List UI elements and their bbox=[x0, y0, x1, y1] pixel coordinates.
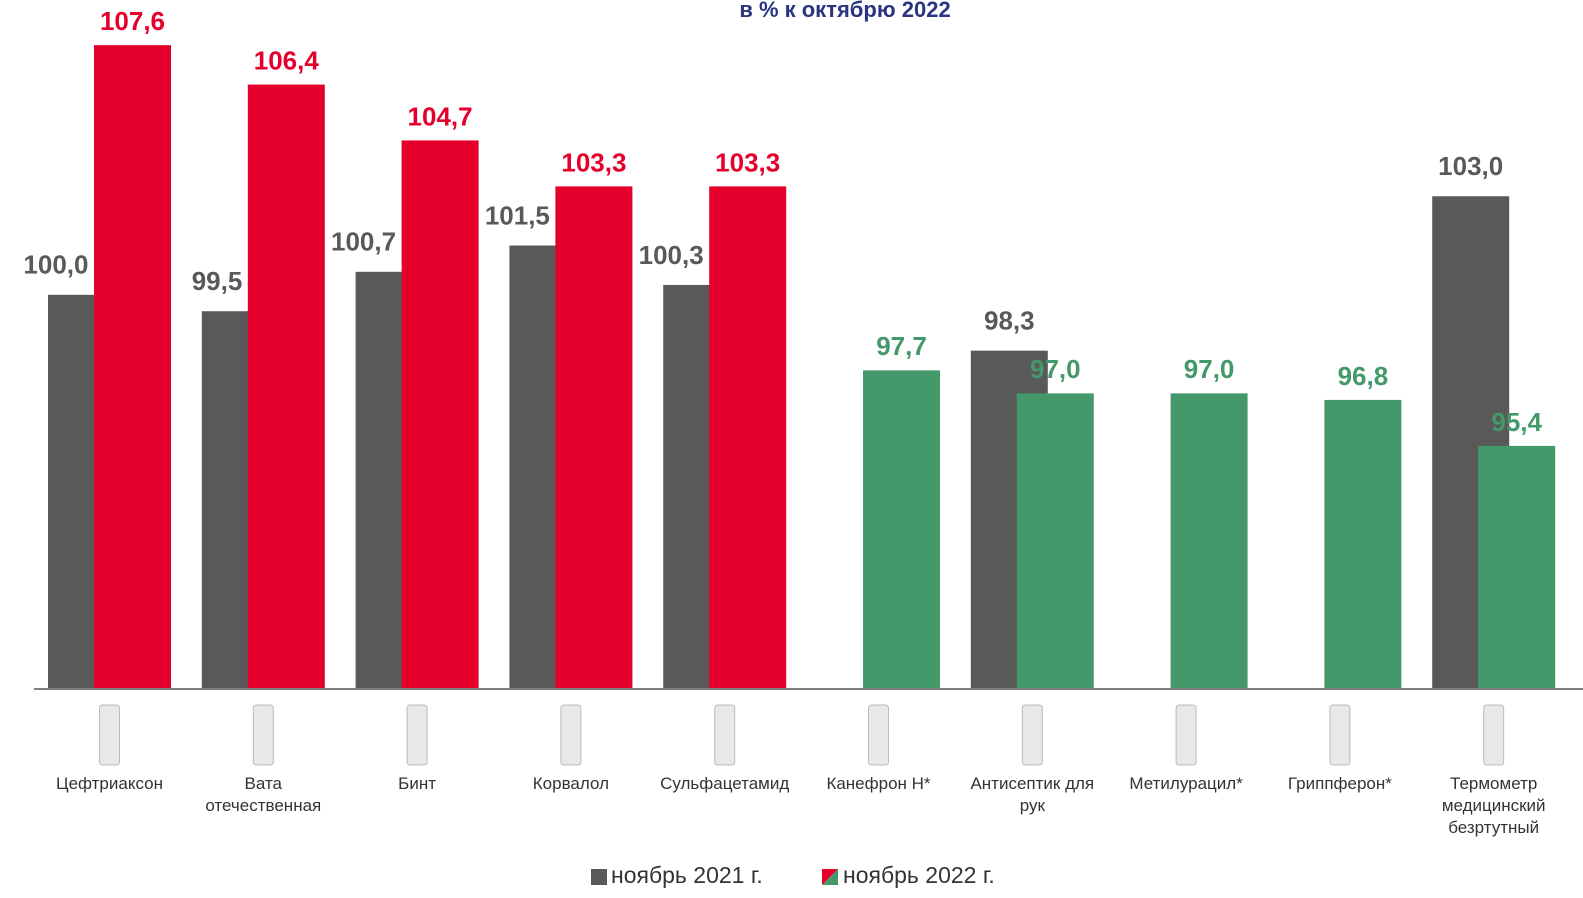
legend-label: ноябрь 2022 г. bbox=[843, 862, 995, 888]
product-icon bbox=[1329, 704, 1351, 766]
data-label: 97,7 bbox=[876, 331, 927, 361]
bar bbox=[555, 186, 633, 689]
product-icon bbox=[560, 704, 582, 766]
product-icon bbox=[1483, 704, 1505, 766]
bar bbox=[863, 370, 940, 689]
x-tick-label: Метилурацил* bbox=[1129, 774, 1243, 793]
data-label: 103,0 bbox=[1438, 151, 1503, 181]
data-label: 97,0 bbox=[1030, 354, 1081, 384]
bar bbox=[94, 45, 171, 689]
bar bbox=[401, 140, 479, 689]
data-label: 106,4 bbox=[254, 45, 320, 75]
bar bbox=[1170, 393, 1248, 689]
product-icon bbox=[714, 704, 736, 766]
bar bbox=[1016, 393, 1094, 689]
legend-label: ноябрь 2021 г. bbox=[611, 862, 763, 888]
product-icon bbox=[252, 704, 274, 766]
bar bbox=[709, 186, 787, 689]
data-label: 96,8 bbox=[1338, 361, 1389, 391]
product-icon bbox=[99, 704, 120, 766]
data-label: 100,3 bbox=[639, 240, 704, 270]
product-icon bbox=[406, 704, 428, 766]
bar bbox=[1478, 445, 1556, 689]
bar bbox=[247, 84, 325, 689]
x-tick-label: Вата отечественная bbox=[205, 774, 322, 815]
data-label: 98,3 bbox=[984, 306, 1035, 336]
x-tick-label: Корвалол bbox=[532, 774, 609, 793]
data-label: 99,5 bbox=[192, 266, 243, 296]
x-tick-label: Термометр медицинский безртутный bbox=[1441, 774, 1546, 837]
data-label: 103,3 bbox=[715, 147, 780, 177]
product-icon bbox=[868, 704, 889, 766]
product-icon bbox=[1021, 704, 1043, 766]
x-tick-label: Бинт bbox=[398, 774, 436, 793]
x-tick-label: Антисептик для рук bbox=[970, 774, 1095, 815]
data-label: 101,5 bbox=[485, 200, 550, 230]
product-icon bbox=[1175, 704, 1197, 766]
x-tick-label: Гриппферон* bbox=[1287, 774, 1392, 793]
data-label: 97,0 bbox=[1184, 354, 1235, 384]
data-label: 103,3 bbox=[561, 147, 626, 177]
data-label: 107,6 bbox=[100, 6, 165, 36]
data-label: 104,7 bbox=[408, 101, 473, 131]
legend-swatch bbox=[822, 869, 838, 885]
data-label: 100,7 bbox=[331, 227, 396, 257]
data-label: 95,4 bbox=[1491, 407, 1542, 437]
legend-swatch bbox=[591, 869, 607, 885]
bar bbox=[1324, 399, 1402, 689]
x-tick-label: Цефтриаксон bbox=[56, 774, 163, 793]
data-label: 100,0 bbox=[23, 250, 88, 280]
x-tick-label: Сульфацетамид bbox=[660, 774, 790, 793]
chart-title: в % к октябрю 2022 bbox=[739, 0, 950, 22]
x-tick-label: Канефрон Н* bbox=[826, 774, 931, 793]
